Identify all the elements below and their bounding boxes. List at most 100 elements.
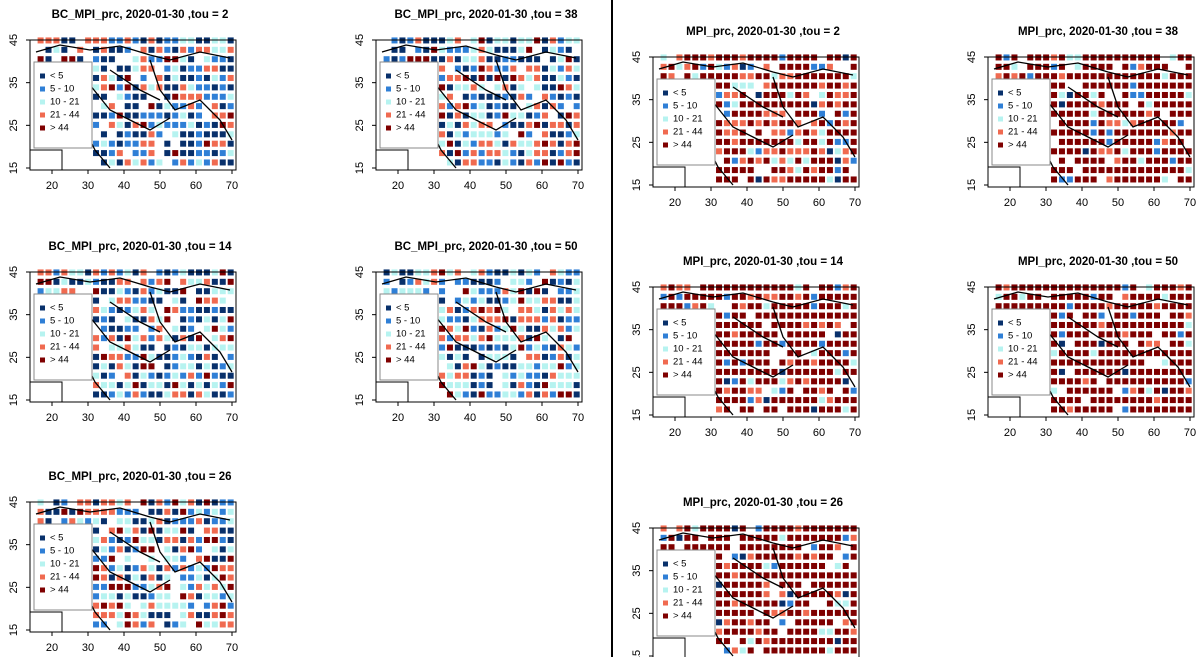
grid-cell <box>1154 63 1160 70</box>
grid-cell <box>211 121 218 128</box>
grid-cell <box>108 74 115 81</box>
grid-cell <box>1106 350 1113 357</box>
grid-cell <box>684 293 691 300</box>
grid-cell <box>834 148 841 155</box>
grid-cell <box>132 150 139 157</box>
grid-cell <box>196 159 202 166</box>
grid-cell <box>211 583 218 590</box>
grid-cell <box>1161 331 1168 338</box>
grid-cell <box>763 312 770 319</box>
grid-cell <box>188 131 195 138</box>
grid-cell <box>1090 350 1097 357</box>
grid-cell <box>819 647 825 654</box>
grid-cell <box>549 372 556 379</box>
grid-cell <box>747 101 754 108</box>
grid-cell <box>219 372 226 379</box>
grid-cell <box>132 382 139 389</box>
grid-cell <box>211 363 218 370</box>
plot-frame <box>652 527 860 657</box>
grid-cell <box>124 602 131 609</box>
grid-cell <box>1003 303 1010 310</box>
legend-key <box>663 600 668 606</box>
grid-cell <box>132 574 139 581</box>
grid-cell <box>1177 406 1184 413</box>
grid-cell <box>1058 176 1065 183</box>
grid-cell <box>763 619 770 626</box>
grid-cell <box>1138 167 1145 174</box>
grid-cell <box>1122 368 1129 375</box>
grid-cell <box>1138 176 1145 183</box>
grid-cell <box>108 353 115 360</box>
grid-cell <box>795 110 802 117</box>
grid-cell <box>439 103 446 110</box>
grid-cell <box>116 84 123 91</box>
grid-cell <box>763 628 770 635</box>
grid-cell <box>494 159 501 166</box>
panel-title: BC_MPI_prc, 2020-01-30 ,tou = 50 <box>394 241 577 253</box>
grid-cell <box>1027 293 1034 300</box>
grid-cell <box>795 63 802 70</box>
grid-cell <box>755 350 762 357</box>
grid-cell <box>124 546 131 553</box>
grid-cell <box>803 82 810 89</box>
grid-cell <box>227 555 234 562</box>
map-panel: MPI_prc, 2020-01-30 ,tou = 50< 55 - 1010… <box>966 256 1196 439</box>
grid-cell <box>196 93 202 100</box>
grid-cell <box>771 91 778 98</box>
grid-cell <box>716 619 723 626</box>
grid-cell <box>164 353 171 360</box>
grid-cell <box>61 508 68 515</box>
grid-cell <box>565 344 572 351</box>
grid-cell <box>811 167 818 174</box>
legend-key <box>386 357 391 363</box>
grid-cell <box>116 131 123 138</box>
grid-cell <box>1154 73 1160 80</box>
grid-cell <box>723 600 730 607</box>
grid-cell <box>573 74 580 81</box>
grid-cell <box>93 612 100 619</box>
grid-cell <box>172 103 179 110</box>
grid-cell <box>1090 293 1097 300</box>
grid-cell <box>100 46 107 53</box>
grid-cell <box>93 316 100 323</box>
grid-cell <box>1074 340 1081 347</box>
grid-cell <box>203 84 210 91</box>
grid-cell <box>1154 91 1160 98</box>
grid-cell <box>779 303 786 310</box>
grid-cell <box>834 167 841 174</box>
grid-cell <box>565 363 572 370</box>
grid-cell <box>1082 91 1089 98</box>
grid-cell <box>1169 321 1176 328</box>
grid-cell <box>826 340 833 347</box>
grid-cell <box>723 350 730 357</box>
grid-cell <box>164 372 171 379</box>
grid-cell <box>834 378 841 385</box>
grid-cell <box>1161 321 1168 328</box>
grid-cell <box>188 583 195 590</box>
grid-cell <box>211 93 218 100</box>
grid-cell <box>1074 148 1081 155</box>
grid-cell <box>124 131 131 138</box>
legend-key <box>663 320 668 326</box>
grid-cell <box>842 157 849 164</box>
grid-cell <box>826 387 833 394</box>
grid-cell <box>454 56 461 63</box>
grid-cell <box>93 335 100 342</box>
grid-cell <box>811 82 818 89</box>
grid-cell <box>1146 101 1153 108</box>
grid-cell <box>100 508 107 515</box>
grid-cell <box>549 56 556 63</box>
grid-cell <box>227 527 234 534</box>
grid-cell <box>108 335 115 342</box>
grid-cell <box>124 316 131 323</box>
grid-cell <box>739 101 746 108</box>
grid-cell <box>842 120 849 127</box>
x-tick-label: 50 <box>500 412 512 424</box>
grid-cell <box>542 391 548 398</box>
grid-cell <box>1051 129 1058 136</box>
grid-cell <box>1185 368 1192 375</box>
x-tick-label: 40 <box>464 412 476 424</box>
grid-cell <box>502 382 509 389</box>
grid-cell <box>203 306 210 313</box>
grid-cell <box>116 93 123 100</box>
